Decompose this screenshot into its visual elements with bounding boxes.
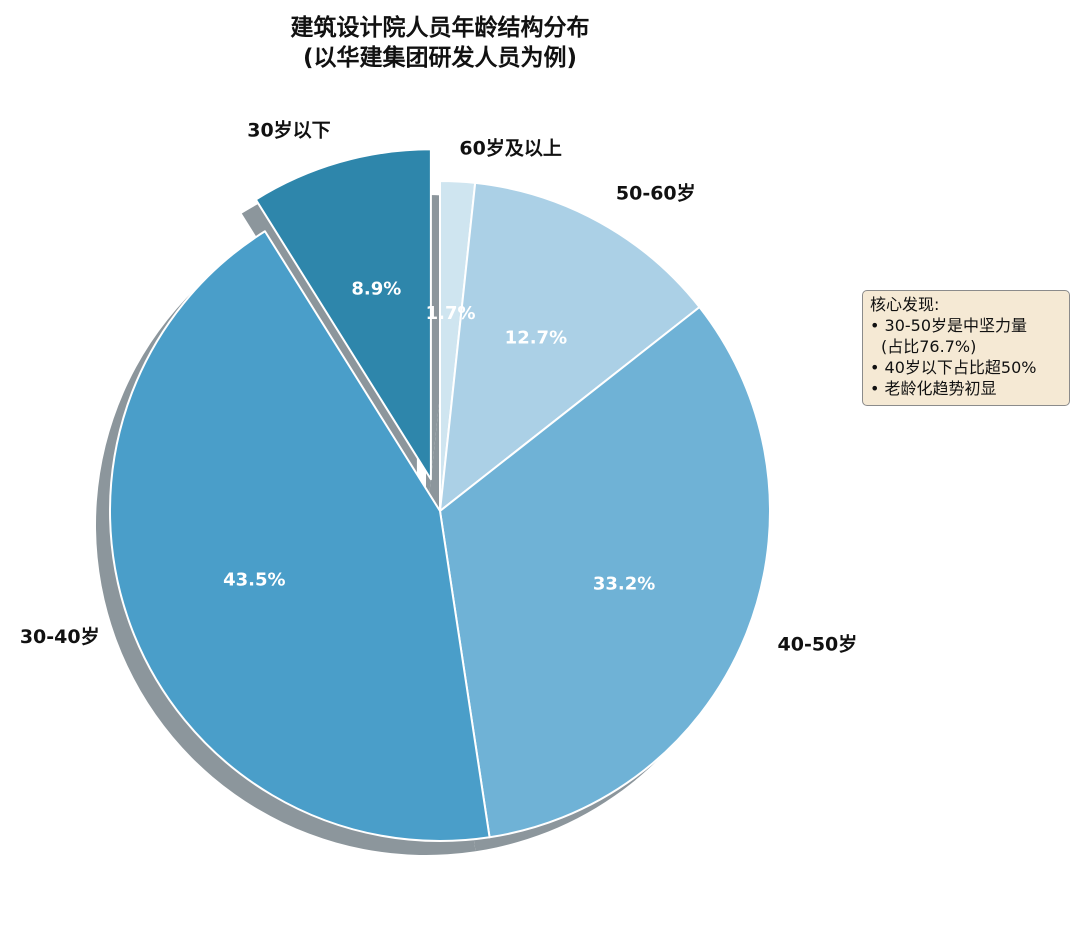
chart-subtitle: (以华建集团研发人员为例) <box>302 45 578 71</box>
finding-item: • 30-50岁是中坚力量 <box>870 316 1028 335</box>
pie-slice <box>439 181 701 512</box>
finding-item: • 40岁以下占比超50% <box>870 358 1037 377</box>
slice-category-label: 40-50岁 <box>778 633 858 656</box>
pie-slice <box>254 148 432 481</box>
slice-percent-label: 33.2% <box>593 573 655 594</box>
slice-percent-label: 12.7% <box>505 327 567 348</box>
finding-item: • 老龄化趋势初显 <box>870 379 997 398</box>
key-findings-box: 核心发现: • 30-50岁是中坚力量 (占比76.7%) • 40岁以下占比超… <box>862 290 1070 406</box>
findings-heading: 核心发现: <box>870 295 940 314</box>
slice-percent-label: 8.9% <box>351 279 401 300</box>
pie-slice <box>439 306 771 839</box>
slice-percent-label: 1.7% <box>426 303 476 324</box>
category-labels: 60岁及以上 50-60岁 40-50岁 30-40岁 30岁以下 <box>20 118 857 655</box>
slice-category-label: 30-40岁 <box>20 625 100 648</box>
slice-category-label: 50-60岁 <box>616 182 696 205</box>
slice-percent-label: 43.5% <box>223 569 285 590</box>
percent-labels: 1.7% 12.7% 33.2% 43.5% 8.9% <box>223 279 655 595</box>
pie-slice <box>109 230 491 842</box>
slice-category-label: 60岁及以上 <box>459 137 561 160</box>
pie-slices <box>109 148 771 842</box>
slice-category-label: 30岁以下 <box>247 118 330 141</box>
finding-item: (占比76.7%) <box>881 337 977 356</box>
chart-title: 建筑设计院人员年龄结构分布 <box>290 15 590 41</box>
